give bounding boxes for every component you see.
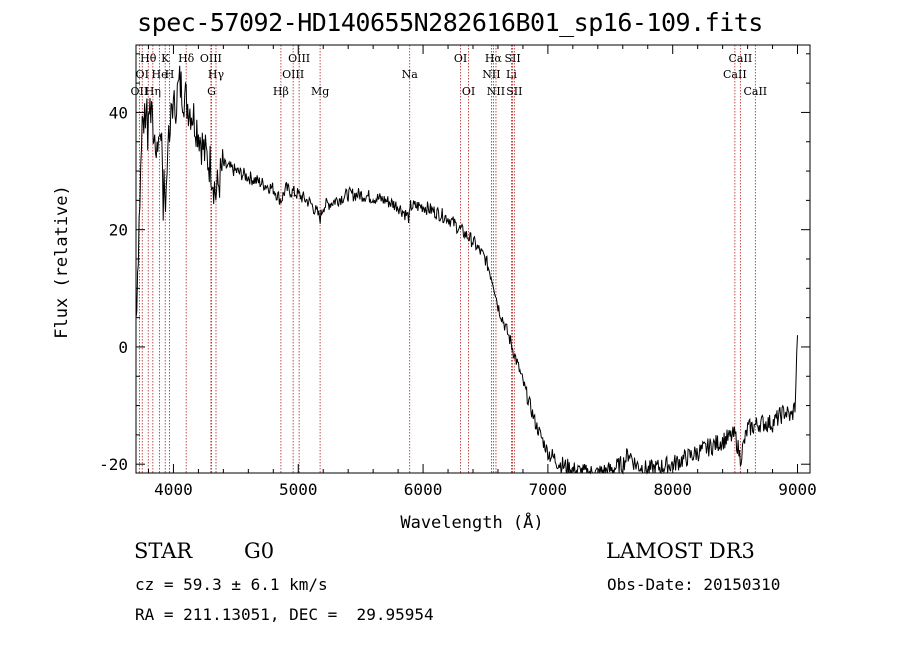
x-tick-label: 5000 — [279, 480, 318, 499]
line-label-hη: Hη — [145, 85, 161, 98]
y-tick-label: -20 — [99, 455, 128, 474]
plot-frame — [135, 44, 811, 474]
x-tick-label: 8000 — [653, 480, 692, 499]
line-label-oi: OI — [462, 85, 475, 98]
line-label-hγ: Hγ — [208, 68, 225, 81]
observation-date: Obs-Date: 20150310 — [607, 575, 781, 594]
line-label-nii: NII — [487, 85, 505, 98]
x-tick-label: 6000 — [404, 480, 443, 499]
line-label-caii: CaII — [743, 85, 767, 98]
line-label-nii: NII — [482, 68, 500, 81]
spectral-line-markers — [138, 45, 756, 473]
line-label-na: Na — [402, 68, 419, 81]
line-label-mg: Mg — [311, 85, 329, 98]
line-label-oii: OII — [131, 85, 149, 98]
sky-coordinates: RA = 211.13051, DEC = 29.95954 — [135, 605, 434, 624]
object-subclass: G0 — [244, 539, 275, 563]
line-label-oiii: OIII — [282, 68, 304, 81]
line-label-hβ: Hβ — [273, 85, 289, 98]
y-tick-label: 0 — [118, 338, 128, 357]
x-tick-label: 9000 — [778, 480, 817, 499]
line-label-oi: OI — [454, 52, 467, 65]
object-class: STAR — [134, 539, 193, 563]
y-axis-label: Flux (relative) — [52, 185, 72, 339]
line-label-hδ: Hδ — [178, 52, 195, 65]
line-label-sii: SII — [504, 52, 520, 65]
line-label-hθ: Hθ — [140, 52, 157, 65]
x-axis-label: Wavelength (Å) — [400, 511, 543, 533]
redshift-value: cz = 59.3 ± 6.1 km/s — [135, 575, 328, 594]
line-label-sii: SII — [506, 85, 522, 98]
y-tick-label: 40 — [109, 103, 128, 122]
line-label-caii: CaII — [729, 52, 753, 65]
line-label-he: He — [152, 68, 168, 81]
line-label-li: Li — [506, 68, 517, 81]
line-label-h: H — [165, 68, 175, 81]
line-label-caii: CaII — [723, 68, 747, 81]
line-label-g: G — [207, 85, 216, 98]
chart-title: spec-57092-HD140655N282616B01_sp16-109.f… — [137, 8, 763, 37]
y-tick-label: 20 — [109, 221, 128, 240]
x-tick-label: 4000 — [154, 480, 193, 499]
y-axis-ticks: -20 0 20 40 — [99, 53, 810, 474]
x-axis-ticks: 4000 5000 6000 7000 8000 9000 — [147, 45, 817, 499]
line-label-hα: Hα — [485, 52, 503, 65]
x-tick-label: 7000 — [529, 480, 568, 499]
line-label-oiii: OIII — [200, 52, 222, 65]
line-label-k: K — [161, 52, 170, 65]
line-label-oiii: OIII — [288, 52, 310, 65]
survey-name: LAMOST DR3 — [606, 539, 755, 563]
line-label-oi: OI — [136, 68, 149, 81]
spectrum-series-line — [135, 65, 798, 475]
